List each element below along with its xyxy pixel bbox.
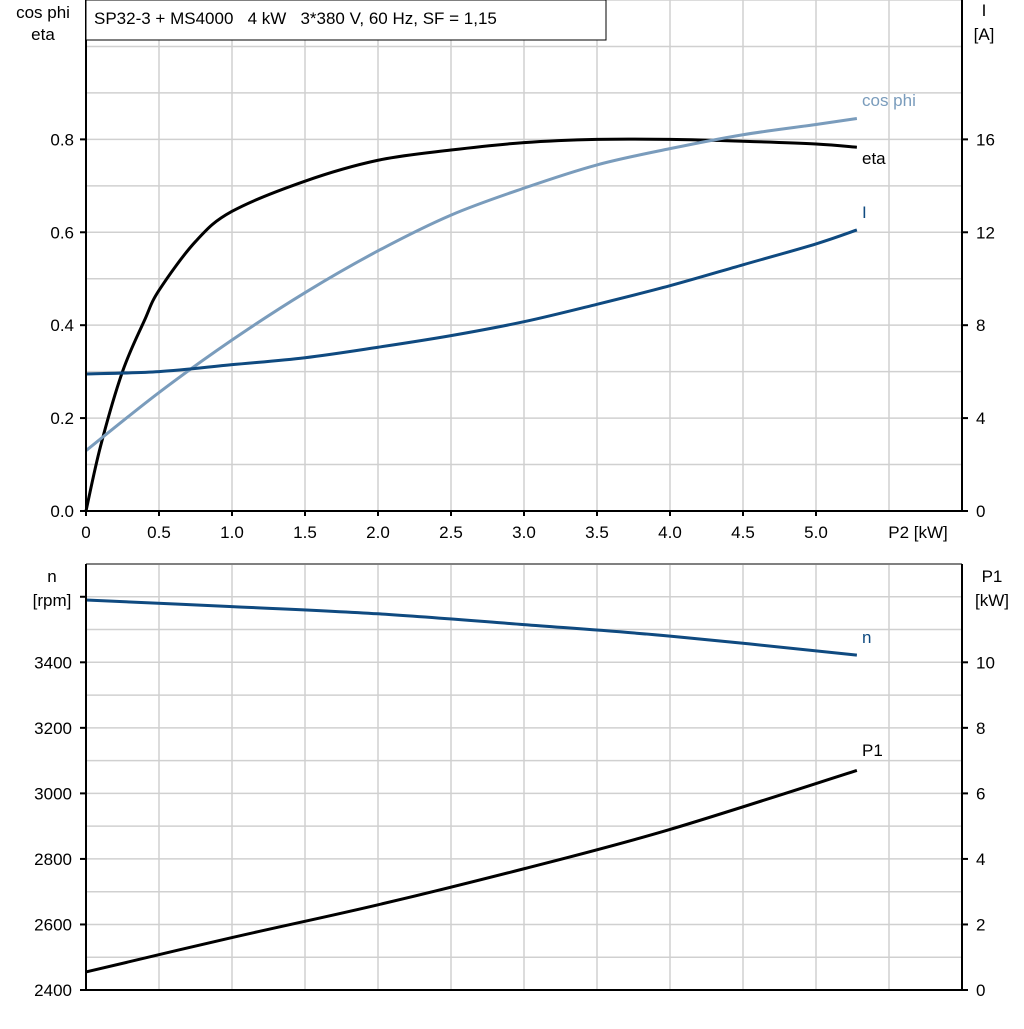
top-right-axis-label-2: [A]: [974, 25, 995, 44]
n-tick-label: 3400: [34, 653, 72, 672]
p1-tick-label: 6: [976, 784, 985, 803]
title-box: [85, 0, 607, 41]
y-tick-label-right: 8: [976, 316, 985, 335]
y-tick-label-left: 0.8: [50, 130, 74, 149]
y-tick-label-left: 0.2: [50, 409, 74, 428]
top-left-axis-label-1: cos phi: [16, 3, 70, 22]
y-tick-label-right: 0: [976, 502, 985, 521]
y-tick-label-right: 4: [976, 409, 985, 428]
y-tick-label-right: 12: [976, 223, 995, 242]
x-tick-label: 2.0: [366, 523, 390, 542]
series-line-cos-phi: [85, 116, 858, 452]
y-tick-label-right: 16: [976, 130, 995, 149]
p1-tick-label: 2: [976, 915, 985, 934]
x-tick-label: 4.5: [731, 523, 755, 542]
x-tick-label: 3.5: [585, 523, 609, 542]
n-tick-label: 3200: [34, 719, 72, 738]
p1-tick-label: 8: [976, 719, 985, 738]
x-tick-label: 1.0: [220, 523, 244, 542]
n-tick-label: 2600: [34, 915, 72, 934]
y-tick-label-left: 0.6: [50, 223, 74, 242]
n-tick-label: 2800: [34, 850, 72, 869]
n-tick-label: 3000: [34, 784, 72, 803]
series-label-cos-phi: cos phi: [862, 91, 916, 110]
x-tick-label: 4.0: [658, 523, 682, 542]
series-line-n: [85, 598, 858, 657]
series-line-i: [85, 228, 858, 376]
p1-tick-label: 10: [976, 653, 995, 672]
x-tick-label: 2.5: [439, 523, 463, 542]
top-chart-grid: [86, 0, 962, 511]
series-label-p1: P1: [862, 741, 883, 760]
series-line-p1: [85, 769, 858, 974]
bottom-chart-grid: [86, 564, 962, 990]
tick-labels: 0 0.5 1.0 1.5 2.0 2.5 3.0 3.5 4.0 4.5 5.0 0.0 0.2 0.4…: [34, 130, 995, 1000]
x-tick-label: 0: [81, 523, 90, 542]
chart-title: SP32-3 + MS4000 4 kW 3*380 V, 60 Hz, SF …: [94, 9, 497, 28]
x-tick-label: 0.5: [147, 523, 171, 542]
series-label-n: n: [862, 628, 871, 647]
series-label-eta: eta: [862, 149, 886, 168]
bottom-right-axis-label-2: [kW]: [975, 591, 1009, 610]
curves: [84, 116, 858, 974]
p1-tick-label: 4: [976, 850, 985, 869]
x-tick-label: 3.0: [512, 523, 536, 542]
axes: [80, 0, 968, 991]
x-tick-label: 1.5: [293, 523, 317, 542]
bottom-right-axis-label-1: P1: [982, 567, 1003, 586]
y-tick-label-left: 0.4: [50, 316, 74, 335]
bottom-left-axis-label-2: [rpm]: [33, 591, 72, 610]
top-left-axis-label-2: eta: [31, 25, 55, 44]
n-tick-label: 2400: [34, 981, 72, 1000]
bottom-left-axis-label-1: n: [47, 567, 56, 586]
x-axis-label: P2 [kW]: [888, 523, 948, 542]
y-tick-label-left: 0.0: [50, 502, 74, 521]
p1-tick-label: 0: [976, 981, 985, 1000]
series-label-i: I: [862, 203, 867, 222]
top-right-axis-label-1: I: [982, 1, 987, 20]
x-tick-label: 5.0: [804, 523, 828, 542]
